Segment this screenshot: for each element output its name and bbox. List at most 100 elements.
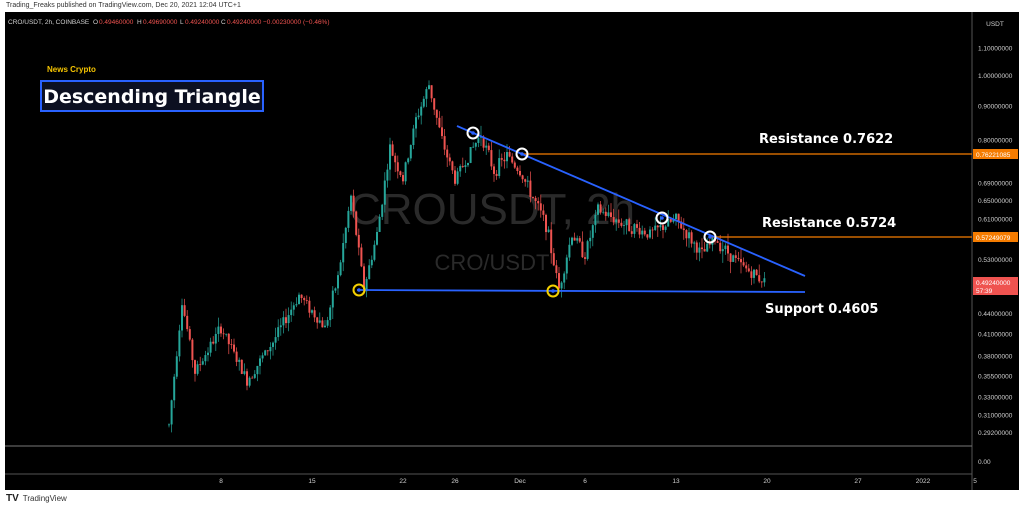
currency-label[interactable]: USDT (986, 21, 1004, 28)
candle-body (173, 376, 176, 401)
candle-body (334, 288, 337, 291)
pattern-title: Descending Triangle (43, 86, 261, 108)
candle-body (654, 225, 657, 230)
candle-body (344, 227, 347, 243)
candle-body (300, 294, 303, 298)
candle-body (560, 282, 563, 289)
time-tick-2: 22 (399, 478, 407, 485)
candle-body (550, 229, 553, 254)
candle-body (311, 310, 313, 313)
candle-body (394, 155, 397, 163)
candle-body (602, 211, 605, 213)
candle-body (298, 294, 300, 305)
price-tick-1: 1.00000000 (978, 73, 1013, 80)
source-label: News Crypto (47, 65, 96, 74)
time-axis-ticks: 8 15 22 26 Dec 6 13 20 27 2022 5 (219, 478, 977, 485)
candle-body (498, 158, 501, 176)
candle-body (396, 162, 399, 172)
descending-trendline[interactable] (456, 125, 806, 277)
candle-body (760, 281, 763, 283)
candle-body (168, 424, 170, 426)
price-tick-12: 0.33000000 (978, 395, 1013, 402)
candle-body (181, 305, 183, 331)
candle-body (521, 175, 524, 180)
countdown-text: 57:39 (976, 288, 993, 295)
candle-body (259, 358, 261, 366)
candle-body (435, 109, 438, 118)
price-axis-ticks: 1.10000000 1.00000000 0.90000000 0.80000000… (978, 45, 1013, 437)
candle-body (383, 180, 386, 205)
candle-body (370, 259, 373, 266)
support-label: Support 0.4605 (765, 302, 878, 317)
candle-body (698, 247, 701, 253)
candle-body (552, 253, 555, 266)
candle-body (360, 247, 363, 267)
candle-body (230, 344, 233, 345)
candle-body (659, 225, 662, 228)
candle-body (292, 305, 295, 310)
candle-body (534, 197, 537, 202)
candle-body (248, 377, 251, 386)
candle-body (282, 317, 285, 326)
candle-body (204, 355, 207, 362)
candle-body (326, 320, 329, 326)
candle-body (682, 228, 685, 231)
candle-body (685, 230, 688, 239)
candle-body (342, 242, 345, 263)
candle-body (750, 271, 753, 278)
candle-body (732, 255, 735, 262)
touch-marker (703, 230, 717, 244)
candle-body (547, 229, 550, 233)
candle-body (742, 262, 745, 266)
candle-body (407, 158, 410, 163)
support-touch-markers (352, 283, 560, 298)
candle-body (594, 214, 597, 226)
candle-body (633, 224, 636, 234)
candle-body (415, 117, 417, 129)
legend-l-value: 0.49240000 (185, 19, 220, 26)
candle-body (472, 146, 475, 148)
candle-body (269, 346, 272, 352)
footer: TV TradingView (0, 490, 1024, 508)
resistance-2-price-text: 0.57249079 (976, 235, 1011, 242)
candle-body (277, 327, 280, 338)
candle-body (537, 201, 540, 204)
candle-body (389, 144, 391, 170)
candle-body (532, 196, 534, 198)
candle-body (240, 359, 243, 374)
candle-body (599, 204, 602, 213)
candle-body (677, 213, 680, 222)
candle-body (430, 85, 433, 99)
candle-body (339, 262, 342, 276)
time-tick-8: 27 (854, 478, 862, 485)
resistance-1-price-text: 0.76221085 (976, 152, 1011, 159)
candle-body (617, 219, 620, 223)
price-tick-7: 0.53000000 (978, 257, 1013, 264)
candle-body (233, 344, 235, 352)
candle-body (576, 238, 579, 241)
candle-body (620, 222, 623, 226)
candle-body (256, 365, 259, 375)
chart-area[interactable]: CROUSDT, 2h CRO/USDT CRO/USDT, 2h, COINB… (5, 12, 1019, 490)
candle-body (636, 224, 638, 228)
candle-body (690, 232, 693, 244)
touch-marker-dot (520, 152, 524, 156)
candle-body (243, 371, 246, 374)
candle-body (539, 203, 542, 211)
candle-body (716, 241, 719, 243)
candle-body (597, 204, 599, 215)
price-tick-0: 1.10000000 (978, 45, 1013, 52)
candle-body (477, 137, 480, 143)
candle-body (485, 145, 488, 148)
candle-body (279, 325, 282, 328)
candle-body (378, 216, 381, 232)
support-line[interactable] (356, 289, 806, 293)
candle-body (352, 195, 355, 212)
candle-body (324, 325, 326, 328)
candle-body (443, 136, 446, 150)
touch-marker-dot (551, 289, 555, 293)
resistance-2-price-tag (973, 232, 1018, 242)
candle-body (454, 170, 456, 184)
candle-body (329, 307, 332, 321)
